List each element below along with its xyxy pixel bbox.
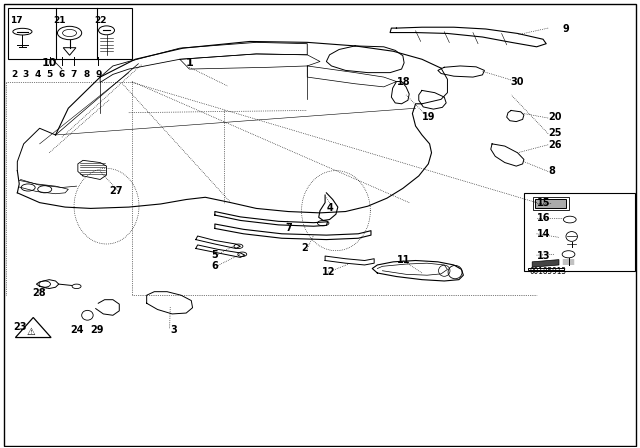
Bar [8,8,132,59]
Text: 20: 20 [548,112,562,122]
Text: 26: 26 [548,140,562,150]
Bar [524,193,636,271]
Text: 3: 3 [170,325,177,335]
Text: 12: 12 [322,267,335,277]
Bar [534,197,568,210]
Text: 7: 7 [71,70,77,79]
Text: 3: 3 [22,70,29,79]
Text: 9: 9 [95,70,101,79]
Text: 00185913: 00185913 [529,267,566,276]
Text: 8: 8 [83,70,89,79]
Text: 21: 21 [54,16,66,25]
Text: 2: 2 [11,70,17,79]
Text: 29: 29 [91,325,104,335]
Text: 24: 24 [70,325,84,335]
Text: ⚠: ⚠ [27,327,36,337]
Bar [536,198,566,208]
Text: 25: 25 [548,128,562,138]
Text: 1: 1 [186,58,194,68]
Text: 8: 8 [548,167,555,177]
Text: 9: 9 [562,24,569,34]
Text: 18: 18 [396,77,410,86]
Text: 16: 16 [537,213,550,223]
Text: 4: 4 [326,202,333,212]
Text: 5: 5 [212,250,218,260]
Text: 17: 17 [10,16,22,25]
Text: 5: 5 [47,70,53,79]
Text: 14: 14 [537,229,550,239]
Text: 22: 22 [94,16,106,25]
Text: 23: 23 [13,322,26,332]
Text: 2: 2 [301,243,308,254]
Text: 7: 7 [285,224,292,233]
Text: 6: 6 [212,261,218,271]
Text: 11: 11 [396,254,410,265]
Text: 15: 15 [537,198,550,208]
Text: 10: 10 [42,58,57,68]
Text: 4: 4 [35,70,41,79]
Text: 27: 27 [109,185,124,196]
Text: 30: 30 [510,77,524,86]
Bar [529,267,564,270]
Text: 28: 28 [32,288,45,298]
Polygon shape [532,260,559,267]
Text: 6: 6 [59,70,65,79]
Text: 13: 13 [537,251,550,261]
Text: 19: 19 [422,112,435,122]
